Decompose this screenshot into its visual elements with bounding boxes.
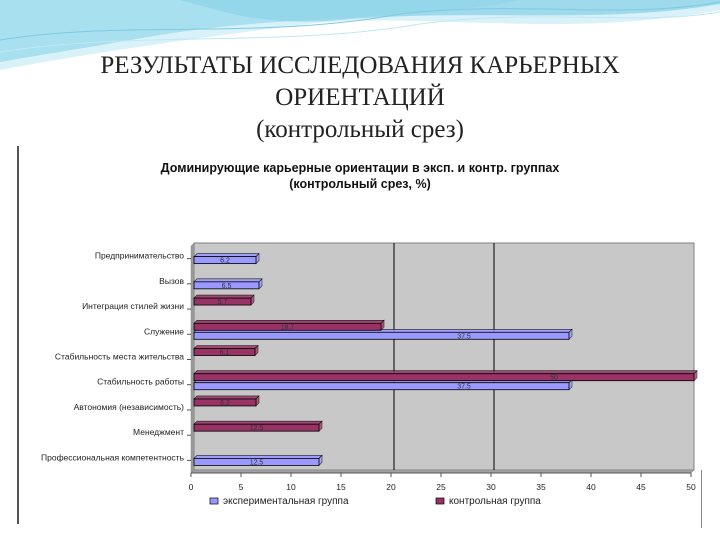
category-label: Служение <box>144 326 184 336</box>
category-label: Профессиональная компетентность <box>41 452 185 462</box>
data-label: 12.5 <box>250 425 264 432</box>
bar-top-face <box>193 395 260 400</box>
x-tick-label: 15 <box>336 482 346 492</box>
bar-control <box>193 348 256 356</box>
bar-control <box>193 398 257 407</box>
legend-swatch <box>435 497 445 505</box>
x-tick-label: 5 <box>239 482 244 492</box>
bar-top-face <box>193 294 255 299</box>
data-label: 37.5 <box>457 384 471 391</box>
chart-title: Доминирующие карьерные ориентации в эксп… <box>90 160 630 192</box>
bar-top-face <box>193 420 323 425</box>
chart-title-line-2: (контрольный срез, %) <box>289 177 431 191</box>
x-tick-label: 35 <box>536 482 546 492</box>
data-label: 6.2 <box>220 258 230 265</box>
x-tick-label: 25 <box>436 482 446 492</box>
data-label: 12.5 <box>250 459 264 466</box>
bar-control <box>193 322 382 331</box>
data-label: 50 <box>550 375 558 382</box>
bar-experimental <box>193 382 570 391</box>
data-label: 6.5 <box>222 283 232 290</box>
bar-top-face <box>193 278 263 283</box>
slide-title: РЕЗУЛЬТАТЫ ИССЛЕДОВАНИЯ КАРЬЕРНЫХ ОРИЕНТ… <box>0 50 720 146</box>
frame-border-left <box>17 146 19 524</box>
bar-control <box>193 297 252 306</box>
bar-top-face <box>193 319 385 324</box>
category-label: Стабильность места жительства <box>55 352 184 362</box>
data-label: 6.2 <box>220 400 230 407</box>
x-tick-label: 0 <box>189 482 194 492</box>
bar-experimental <box>193 331 570 340</box>
x-tick-label: 50 <box>686 482 696 492</box>
frame-border-right <box>701 470 702 528</box>
bar-top-face <box>193 370 698 375</box>
bar-experimental <box>193 281 260 290</box>
x-tick-label: 30 <box>486 482 496 492</box>
slide-title-line-1: РЕЗУЛЬТАТЫ ИССЛЕДОВАНИЯ КАРЬЕРНЫХ <box>100 52 620 79</box>
x-tick-label: 40 <box>586 482 596 492</box>
category-label: Стабильность работы <box>97 377 184 387</box>
data-label: 18.7 <box>281 324 295 331</box>
decorative-wave <box>0 0 720 70</box>
data-label: 6.1 <box>220 350 230 357</box>
bar-experimental <box>193 256 257 265</box>
bar-experimental <box>193 457 320 466</box>
data-label: 37.5 <box>457 333 471 340</box>
plot-side-wall <box>190 242 195 474</box>
bar-top-face <box>193 455 323 459</box>
x-tick-label: 20 <box>386 482 396 492</box>
x-tick-label: 10 <box>286 482 296 492</box>
bar-control <box>193 423 320 432</box>
x-tick-label: 45 <box>636 482 646 492</box>
plot-area <box>193 242 695 471</box>
category-label: Вызов <box>159 276 184 286</box>
category-label: Предпринимательство <box>95 251 184 261</box>
category-label: Менеджмент <box>133 427 184 437</box>
bar-top-face <box>193 253 260 257</box>
category-label: Интеграция стилей жизни <box>82 301 184 311</box>
bar-top-face <box>193 345 259 349</box>
slide-title-line-2: ОРИЕНТАЦИЙ <box>275 84 445 111</box>
category-label: Автономия (независимость) <box>74 402 185 412</box>
legend-label: контрольная группа <box>449 496 541 507</box>
data-label: 5.7 <box>218 299 228 306</box>
chart-title-line-1: Доминирующие карьерные ориентации в эксп… <box>160 161 560 175</box>
bar-control <box>193 373 695 382</box>
legend-label: экспериментальная группа <box>223 496 349 507</box>
slide-title-line-3: (контрольный срез) <box>256 116 464 143</box>
legend-swatch <box>209 497 219 505</box>
